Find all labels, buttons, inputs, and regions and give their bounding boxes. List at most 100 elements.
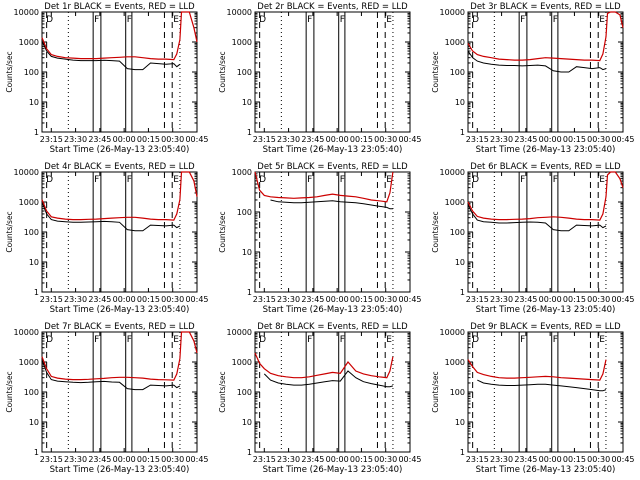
y-tick-label: 1	[460, 128, 465, 137]
y-tick-label: 100	[24, 388, 39, 397]
lld-series-line	[254, 352, 394, 379]
y-tick-label: 1000	[19, 38, 39, 47]
x-tick-label: 23:15	[40, 295, 63, 304]
marker-letter: F	[553, 175, 558, 185]
y-tick-label: 1000	[232, 358, 252, 367]
y-tick-label: 10	[455, 258, 465, 267]
y-tick-label: 1	[460, 288, 465, 297]
x-tick-label: 00:15	[350, 135, 373, 144]
y-axis-label: Counts/sec	[431, 51, 440, 92]
chart-title: Det 9r BLACK = Events, RED = LLD	[470, 322, 621, 332]
x-tick-label: 00:45	[398, 455, 421, 464]
chart-panel-8: Det 8r BLACK = Events, RED = LLD 1 10 100 10…	[218, 322, 422, 475]
events-series-line	[41, 40, 181, 71]
x-tick-label: 00:30	[374, 135, 397, 144]
x-tick-label: 00:15	[563, 295, 586, 304]
marker-letter: E	[599, 175, 605, 185]
chart-title: Det 5r BLACK = Events, RED = LLD	[257, 162, 408, 172]
x-tick-label: 23:15	[466, 295, 489, 304]
y-axis-label: Counts/sec	[218, 371, 227, 412]
x-tick-label: 23:30	[490, 135, 513, 144]
events-series-line	[41, 359, 181, 391]
chart-panel-3: Det 3r BLACK = Events, RED = LLD 1 10 100 10…	[431, 2, 635, 155]
x-tick-label: 00:00	[326, 135, 349, 144]
chart-title: Det 8r BLACK = Events, RED = LLD	[257, 322, 408, 332]
x-tick-label: 23:15	[466, 135, 489, 144]
plot-frame	[41, 171, 198, 293]
lld-series-line	[41, 331, 198, 381]
x-axis-label: Start Time (26-May-13 23:05:40)	[50, 145, 190, 155]
x-tick-label: 23:30	[64, 455, 87, 464]
x-tick-label: 23:45	[88, 135, 111, 144]
marker-letter: D	[259, 15, 266, 25]
x-tick-label: 23:30	[64, 135, 87, 144]
y-tick-label: 100	[450, 228, 465, 237]
lld-series-line	[467, 11, 624, 62]
x-tick-label: 23:15	[40, 455, 63, 464]
x-tick-label: 00:30	[161, 455, 184, 464]
marker-letter: F	[553, 335, 558, 345]
y-tick-label: 1	[34, 128, 39, 137]
y-tick-label: 1000	[445, 358, 465, 367]
y-tick-label: 1	[34, 288, 39, 297]
x-tick-label: 00:00	[326, 455, 349, 464]
marker-letter: E	[599, 15, 605, 25]
x-axis-label: Start Time (26-May-13 23:05:40)	[50, 465, 190, 475]
marker-letter: F	[520, 335, 525, 345]
marker-letter: D	[46, 15, 53, 25]
y-axis-label: Counts/sec	[5, 371, 14, 412]
x-tick-label: 00:00	[113, 295, 136, 304]
marker-letter: D	[259, 175, 266, 185]
plot-frame	[41, 11, 198, 133]
marker-letter: F	[520, 15, 525, 25]
y-tick-label: 10000	[227, 328, 252, 337]
marker-letter: F	[94, 335, 99, 345]
x-tick-label: 23:45	[514, 455, 537, 464]
y-axis-label: Counts/sec	[5, 51, 14, 92]
x-tick-label: 23:45	[88, 295, 111, 304]
plot-frame	[254, 11, 411, 133]
x-tick-label: 00:45	[611, 455, 634, 464]
x-tick-label: 00:30	[587, 295, 610, 304]
x-tick-label: 00:30	[161, 135, 184, 144]
marker-letter: F	[94, 175, 99, 185]
y-tick-label: 10000	[227, 8, 252, 17]
y-tick-label: 100	[24, 68, 39, 77]
chart-panel-5: Det 5r BLACK = Events, RED = LLD 1 10 100 10…	[218, 162, 422, 315]
lld-series-line	[467, 359, 607, 381]
x-tick-label: 23:45	[301, 135, 324, 144]
y-tick-label: 1	[34, 448, 39, 457]
y-tick-label: 100	[450, 68, 465, 77]
y-tick-label: 1	[247, 288, 252, 297]
plot-frame	[467, 171, 624, 293]
x-tick-label: 23:30	[490, 295, 513, 304]
x-tick-label: 00:45	[185, 455, 208, 464]
x-tick-label: 23:15	[253, 135, 276, 144]
x-tick-label: 23:15	[466, 455, 489, 464]
x-tick-label: 23:30	[277, 135, 300, 144]
events-series-line	[41, 201, 181, 232]
x-tick-label: 00:30	[374, 455, 397, 464]
x-tick-label: 23:45	[301, 295, 324, 304]
x-tick-label: 00:00	[326, 295, 349, 304]
y-axis-label: Counts/sec	[431, 211, 440, 252]
y-tick-label: 100	[237, 388, 252, 397]
marker-letter: E	[386, 175, 392, 185]
y-tick-label: 10	[29, 258, 39, 267]
chart-panel-1: Det 1r BLACK = Events, RED = LLD 1 10 100 10…	[5, 2, 209, 155]
lld-series-line	[467, 171, 624, 221]
x-axis-label: Start Time (26-May-13 23:05:40)	[263, 305, 403, 315]
chart-title: Det 1r BLACK = Events, RED = LLD	[44, 2, 195, 12]
x-tick-label: 00:45	[185, 295, 208, 304]
y-tick-label: 1	[247, 448, 252, 457]
marker-letter: F	[520, 175, 525, 185]
y-tick-label: 1000	[232, 168, 252, 177]
y-tick-label: 10000	[14, 168, 39, 177]
x-tick-label: 00:45	[611, 295, 634, 304]
plot-frame	[41, 331, 198, 453]
lld-series-line	[41, 171, 198, 221]
x-tick-label: 00:15	[563, 455, 586, 464]
chart-title: Det 6r BLACK = Events, RED = LLD	[470, 162, 621, 172]
x-tick-label: 23:45	[514, 135, 537, 144]
x-axis-label: Start Time (26-May-13 23:05:40)	[476, 145, 616, 155]
